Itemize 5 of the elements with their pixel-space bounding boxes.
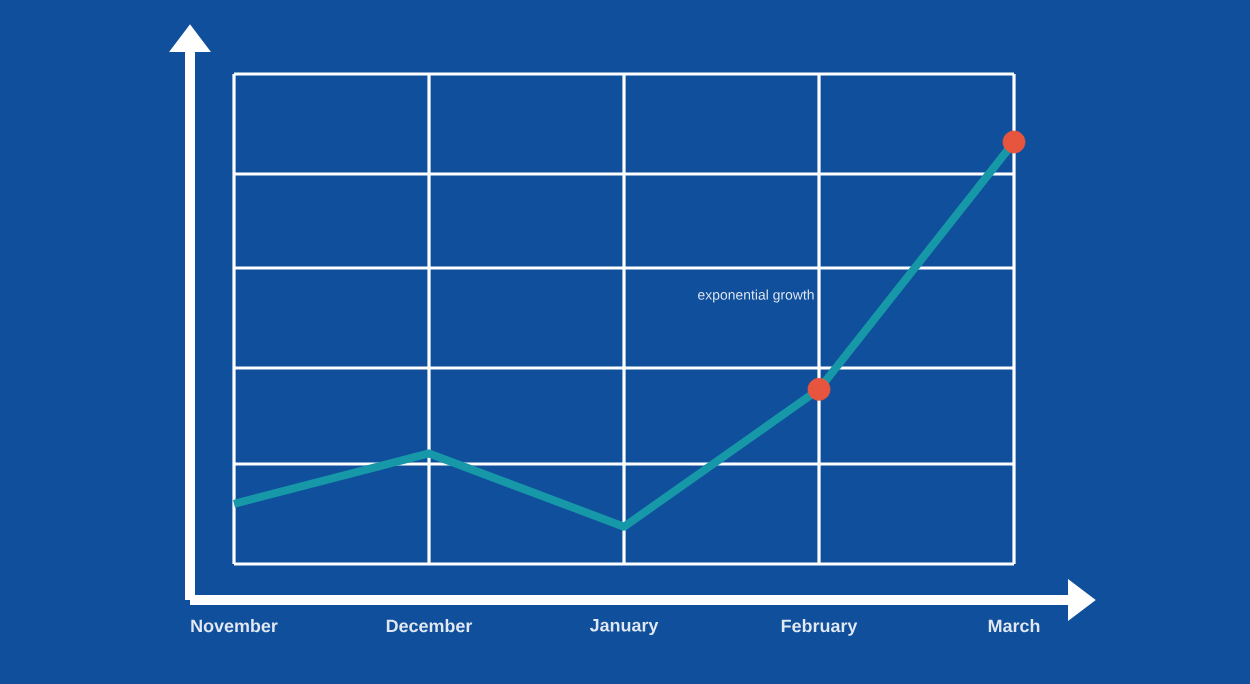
x-tick-label: November bbox=[191, 619, 278, 633]
x-tick-label: December bbox=[386, 619, 473, 633]
x-tick-label: March bbox=[988, 619, 1040, 633]
x-tick-label: January bbox=[589, 619, 659, 636]
x-tick-label: February bbox=[781, 619, 858, 636]
